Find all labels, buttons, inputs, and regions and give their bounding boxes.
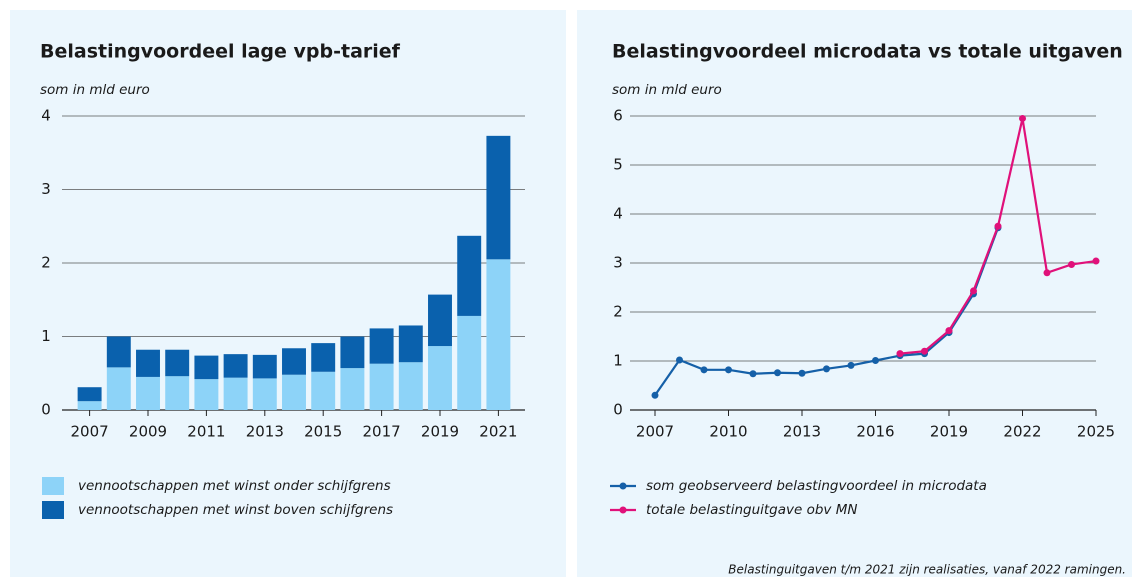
bar-segment xyxy=(428,346,452,410)
legend-dot xyxy=(619,506,627,514)
bar-segment xyxy=(369,363,394,410)
x-tick-label: 2021 xyxy=(479,423,517,441)
bar-segment xyxy=(311,371,336,410)
line-point xyxy=(774,369,781,377)
line-point xyxy=(798,369,806,377)
bar-segment xyxy=(252,378,277,410)
legend-label: vennootschappen met winst onder schijfgr… xyxy=(78,478,391,494)
y-tick-label: 6 xyxy=(613,107,623,125)
bar-segment xyxy=(311,343,336,372)
x-tick-label: 2016 xyxy=(856,423,894,441)
y-tick-label: 4 xyxy=(41,107,51,125)
bar-segment xyxy=(194,355,219,380)
y-tick-label: 4 xyxy=(613,205,623,223)
line-point xyxy=(847,361,855,369)
line-point xyxy=(676,356,683,364)
x-tick-label: 2019 xyxy=(421,423,459,441)
line-point xyxy=(700,366,708,374)
bar-segment xyxy=(106,336,131,368)
line-point xyxy=(823,365,830,373)
line-point xyxy=(872,357,879,365)
line-point xyxy=(749,370,757,378)
x-tick-label: 2009 xyxy=(129,423,167,441)
x-tick-label: 2007 xyxy=(636,423,674,441)
bar-segment xyxy=(398,362,423,410)
y-tick-label: 3 xyxy=(41,180,51,198)
y-tick-label: 3 xyxy=(613,254,623,272)
line-point xyxy=(921,347,928,355)
bar-segment xyxy=(136,349,160,377)
bar-segment xyxy=(106,367,131,410)
x-tick-label: 2011 xyxy=(187,423,225,441)
legend-dot xyxy=(619,482,627,490)
axis-unit: som in mld euro xyxy=(40,82,150,98)
bar-segment xyxy=(136,376,160,410)
bar-segment xyxy=(223,354,248,378)
legend-label: totale belastinguitgave obv MN xyxy=(646,502,857,518)
chart-title: Belastingvoordeel lage vpb-tarief xyxy=(40,41,401,63)
y-tick-label: 0 xyxy=(613,401,623,419)
bar-segment xyxy=(165,349,190,377)
bar-segment xyxy=(369,328,394,364)
bar-segment xyxy=(457,235,482,316)
line-point xyxy=(1068,260,1075,268)
line-point xyxy=(945,327,953,335)
x-tick-label: 2017 xyxy=(363,423,401,441)
y-tick-label: 5 xyxy=(613,156,623,174)
line-point xyxy=(994,222,1002,230)
bar-segment xyxy=(486,259,511,410)
y-tick-label: 0 xyxy=(41,401,51,419)
x-tick-label: 2013 xyxy=(783,423,821,441)
y-tick-label: 1 xyxy=(613,352,623,370)
legend-swatch xyxy=(42,501,64,519)
bar-segment xyxy=(282,374,306,410)
x-tick-label: 2022 xyxy=(1003,423,1041,441)
bar-segment xyxy=(486,135,511,260)
legend-swatch xyxy=(42,477,64,495)
bar-segment xyxy=(194,379,219,410)
x-tick-label: 2019 xyxy=(930,423,968,441)
bar-segment xyxy=(165,376,190,410)
line-point xyxy=(970,287,977,295)
bar-segment xyxy=(252,354,277,379)
line-point xyxy=(725,366,732,374)
bar-segment xyxy=(223,377,248,410)
bar-segment xyxy=(77,387,102,402)
y-tick-label: 1 xyxy=(41,327,51,345)
bar-segment xyxy=(398,325,423,363)
bar-segment xyxy=(340,368,365,410)
chart-title: Belastingvoordeel microdata vs totale ui… xyxy=(612,41,1123,63)
x-tick-label: 2025 xyxy=(1077,423,1115,441)
bar-segment xyxy=(457,315,482,410)
legend-label: vennootschappen met winst boven schijfgr… xyxy=(78,502,393,518)
x-tick-label: 2010 xyxy=(709,423,747,441)
bar-segment xyxy=(428,294,452,347)
bar-segment xyxy=(340,336,365,369)
line-point xyxy=(896,350,904,358)
bar-segment xyxy=(77,401,102,410)
line-point xyxy=(1092,257,1100,265)
x-tick-label: 2015 xyxy=(304,423,342,441)
y-tick-label: 2 xyxy=(613,303,623,321)
x-tick-label: 2007 xyxy=(71,423,109,441)
y-tick-label: 2 xyxy=(41,254,51,272)
footnote: Belastinguitgaven t/m 2021 zijn realisat… xyxy=(728,563,1126,577)
panel-right xyxy=(577,10,1132,577)
axis-unit: som in mld euro xyxy=(612,82,722,98)
line-point xyxy=(1019,114,1026,122)
line-point xyxy=(651,391,659,399)
bar-segment xyxy=(282,348,306,375)
line-point xyxy=(1043,269,1051,277)
legend-label: som geobserveerd belastingvoordeel in mi… xyxy=(646,478,987,494)
x-tick-label: 2013 xyxy=(246,423,284,441)
